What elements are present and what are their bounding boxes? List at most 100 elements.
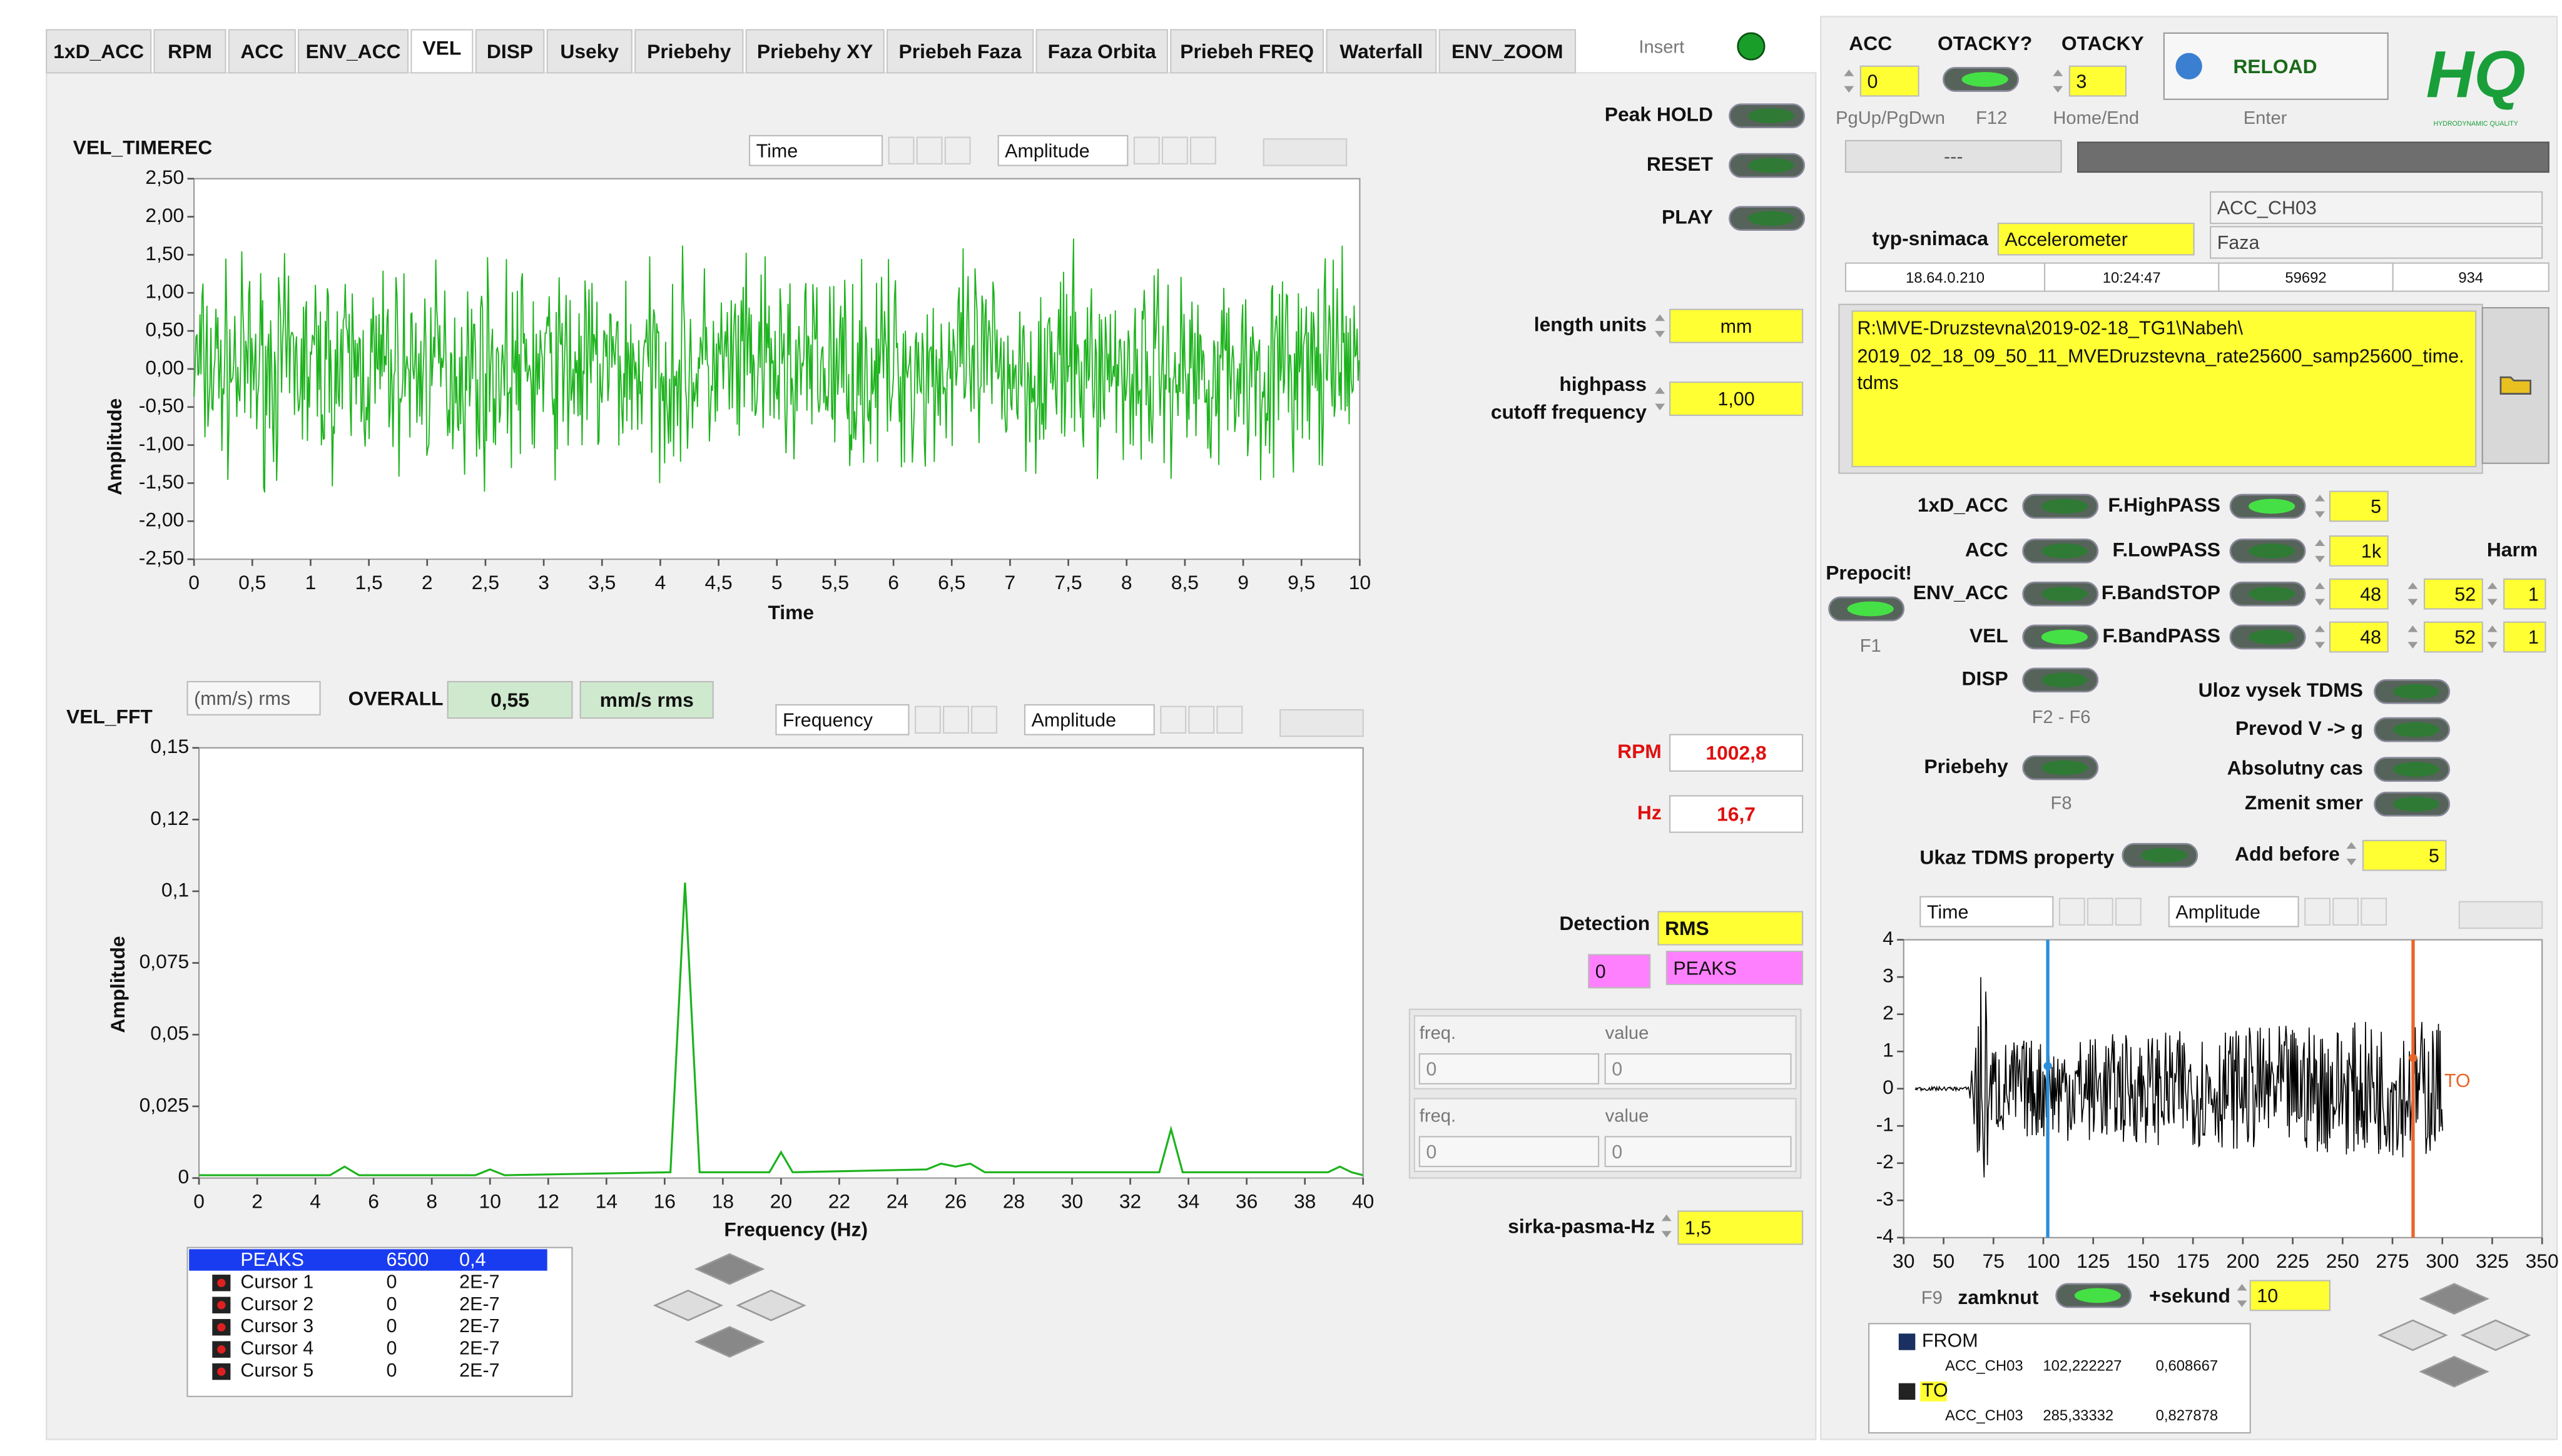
nav-diamond[interactable] <box>2419 1283 2489 1315</box>
tool-icon[interactable] <box>915 705 941 734</box>
input-field[interactable] <box>2423 578 2483 610</box>
tab[interactable] <box>1326 29 1437 74</box>
input-field[interactable] <box>1418 1136 1600 1168</box>
input-field[interactable] <box>1844 139 2062 173</box>
tool-icon[interactable] <box>888 136 915 164</box>
tool-icon[interactable] <box>916 136 943 164</box>
input-field[interactable] <box>1604 1053 1792 1084</box>
input-field[interactable] <box>2392 262 2549 292</box>
tab[interactable] <box>475 29 545 74</box>
nav-diamond[interactable] <box>694 1326 765 1358</box>
input-field[interactable] <box>2503 621 2546 653</box>
nav-diamond[interactable] <box>2460 1319 2531 1352</box>
tool-icon[interactable] <box>1161 136 1188 164</box>
input-field[interactable] <box>1604 1136 1792 1168</box>
input-field[interactable] <box>748 134 883 166</box>
spin-arrows[interactable] <box>2315 625 2325 649</box>
spin-arrows[interactable] <box>1844 69 1854 93</box>
tab[interactable] <box>410 29 474 74</box>
nav-diamond[interactable] <box>2419 1355 2489 1388</box>
spin-arrows[interactable] <box>2407 582 2418 606</box>
spin-arrows[interactable] <box>2487 625 2498 649</box>
tab[interactable] <box>153 29 226 74</box>
spin-arrows[interactable] <box>1655 314 1665 338</box>
nav-diamond[interactable] <box>653 1290 724 1322</box>
spin-arrows[interactable] <box>2487 582 2498 606</box>
input-field[interactable] <box>2168 896 2299 928</box>
nav-diamond[interactable] <box>2377 1319 2448 1352</box>
input-field[interactable] <box>997 134 1129 166</box>
input-field[interactable] <box>2423 621 2483 653</box>
input-field[interactable] <box>1669 382 1804 417</box>
input-field[interactable] <box>2249 1280 2331 1312</box>
input-field[interactable] <box>1919 896 2054 928</box>
tool-icons[interactable] <box>1263 138 1348 166</box>
tool-icon[interactable] <box>2304 897 2331 926</box>
tab[interactable] <box>1035 29 1169 74</box>
tool-icon[interactable] <box>971 705 998 734</box>
tool-icon[interactable] <box>1188 705 1215 734</box>
spin-arrows[interactable] <box>1655 387 1665 411</box>
tool-icon[interactable] <box>1189 136 1216 164</box>
tab[interactable] <box>46 29 152 74</box>
tool-icon[interactable] <box>2058 897 2085 926</box>
spin-arrows[interactable] <box>2237 1283 2247 1307</box>
spin-arrows[interactable] <box>2315 582 2325 606</box>
tool-icons[interactable] <box>2458 901 2543 929</box>
input-field[interactable] <box>2043 262 2220 292</box>
input-field[interactable] <box>186 680 321 715</box>
tool-icon[interactable] <box>943 705 969 734</box>
input-field[interactable] <box>1588 954 1651 989</box>
tool-icon[interactable] <box>1216 705 1243 734</box>
input-field[interactable] <box>2503 578 2546 610</box>
tool-icon[interactable] <box>2115 897 2142 926</box>
input-field[interactable] <box>447 680 573 719</box>
input-field[interactable] <box>2210 226 2543 259</box>
input-field[interactable] <box>2329 621 2389 653</box>
tab[interactable] <box>1170 29 1324 74</box>
input-field[interactable] <box>1418 1053 1600 1084</box>
nav-diamond[interactable] <box>694 1253 765 1285</box>
tool-icons[interactable] <box>1279 709 1364 737</box>
nav-diamond[interactable] <box>736 1290 806 1322</box>
spin-arrows[interactable] <box>2315 539 2325 563</box>
input-field[interactable] <box>579 680 714 719</box>
input-field[interactable] <box>2218 262 2394 292</box>
spin-arrows[interactable] <box>2053 69 2063 93</box>
input-field[interactable] <box>2329 535 2389 567</box>
input-field[interactable] <box>1657 911 1804 946</box>
tool-icon[interactable] <box>944 136 971 164</box>
input-field[interactable] <box>1669 734 1804 772</box>
input-field[interactable] <box>1859 65 1919 97</box>
tab[interactable] <box>298 29 409 74</box>
tool-icon[interactable] <box>2332 897 2359 926</box>
input-field[interactable] <box>1665 951 1804 986</box>
spin-arrows[interactable] <box>2315 494 2325 518</box>
spin-arrows[interactable] <box>2346 842 2357 866</box>
tool-icon[interactable] <box>1160 705 1187 734</box>
tab[interactable] <box>228 29 296 74</box>
tool-icon[interactable] <box>1133 136 1160 164</box>
input-field[interactable] <box>1677 1210 1804 1245</box>
tab[interactable] <box>745 29 885 74</box>
input-field[interactable] <box>1669 308 1804 343</box>
tab[interactable] <box>546 29 633 74</box>
path-field[interactable] <box>1851 310 2477 468</box>
tab[interactable] <box>886 29 1034 74</box>
input-field[interactable] <box>2068 65 2127 97</box>
input-field[interactable] <box>2329 578 2389 610</box>
input-field[interactable] <box>1669 795 1804 833</box>
input-field[interactable] <box>775 704 910 736</box>
tool-icon[interactable] <box>2087 897 2113 926</box>
input-field[interactable] <box>1997 223 2195 256</box>
input-field[interactable] <box>2210 191 2543 225</box>
input-field[interactable] <box>2329 490 2389 522</box>
tab[interactable] <box>1438 29 1577 74</box>
spin-arrows[interactable] <box>1661 1214 1672 1238</box>
tool-icon[interactable] <box>2361 897 2387 926</box>
tab[interactable] <box>634 29 744 74</box>
input-field[interactable] <box>2362 839 2447 871</box>
input-field[interactable] <box>1844 262 2046 292</box>
spin-arrows[interactable] <box>2407 625 2418 649</box>
input-field[interactable] <box>1024 704 1155 736</box>
